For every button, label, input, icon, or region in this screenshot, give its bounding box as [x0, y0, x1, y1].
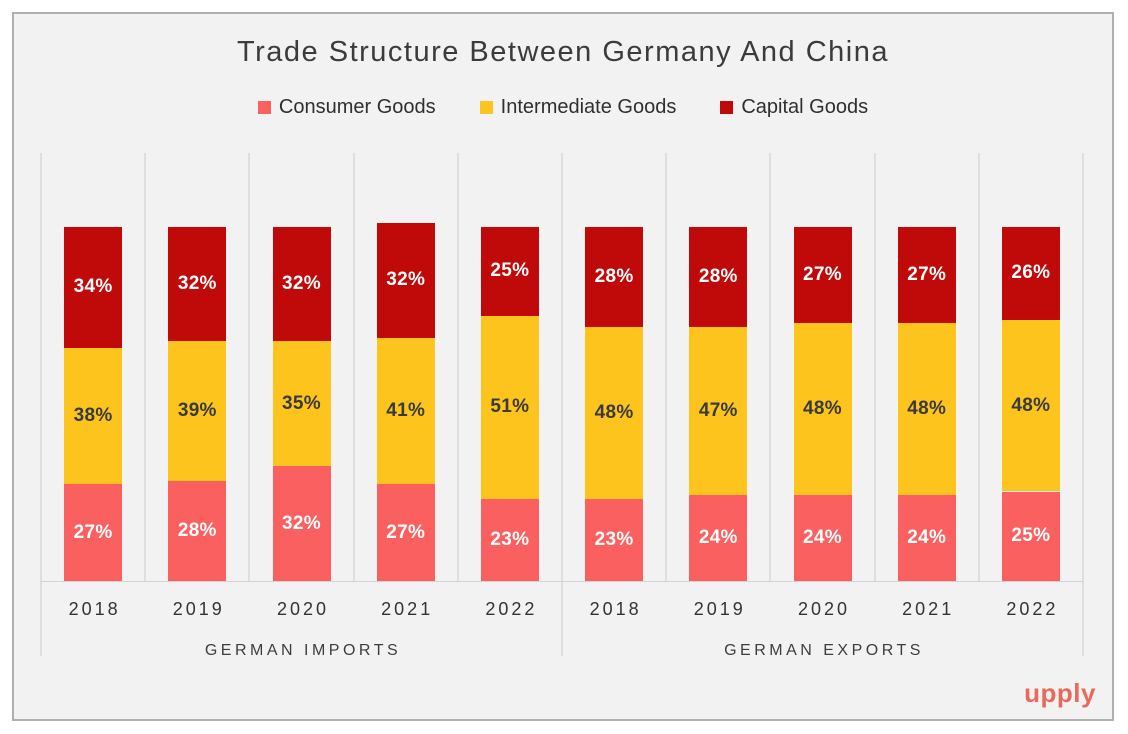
- segment-value-label: 28%: [594, 265, 634, 287]
- plot-area: 27% 38% 34% 2018 28% 39% 32% 2019 32% 35% 32% 2020 2…: [14, 14, 1112, 719]
- bar-segment: 24%: [793, 495, 852, 581]
- segment-value-label: 51%: [490, 396, 530, 418]
- bar-segment: 48%: [585, 326, 644, 499]
- segment-value-label: 32%: [386, 269, 426, 291]
- group-separator-line: [1082, 153, 1084, 656]
- segment-value-label: 47%: [698, 399, 738, 421]
- group-label-imports: GERMAN IMPORTS: [204, 642, 402, 659]
- legend-item-label: Capital Goods: [741, 96, 869, 118]
- bar-segment: 32%: [272, 226, 331, 342]
- group-separator-line: [40, 153, 42, 656]
- bar-segment: 32%: [272, 466, 331, 581]
- segment-value-label: 23%: [490, 528, 530, 550]
- column-gridline: [456, 153, 459, 581]
- segment-value-label: 35%: [282, 392, 321, 414]
- bar-segment: 34%: [64, 226, 123, 349]
- column-gridline: [769, 153, 772, 581]
- x-axis-label: 2018: [68, 599, 121, 619]
- x-axis-label: 2020: [276, 599, 330, 619]
- bar-segment: 24%: [897, 495, 956, 581]
- bar-segment: 32%: [376, 223, 435, 338]
- segment-value-label: 32%: [282, 272, 321, 294]
- segment-value-label: 32%: [177, 272, 217, 294]
- bar-segment: 28%: [585, 226, 644, 327]
- segment-value-label: 28%: [698, 265, 738, 287]
- x-axis-label: 2021: [902, 599, 955, 619]
- legend-item: Intermediate Goods: [479, 96, 677, 119]
- bar-segment: 32%: [168, 226, 227, 342]
- segment-value-label: 27%: [907, 263, 947, 285]
- bar-segment: 24%: [689, 495, 748, 581]
- x-axis-label: 2022: [485, 599, 538, 619]
- x-axis-label: 2022: [1006, 599, 1059, 619]
- bar-segment: 28%: [689, 226, 748, 327]
- segment-value-label: 26%: [1011, 262, 1051, 284]
- legend-item-label: Intermediate Goods: [500, 96, 677, 118]
- legend-swatch-icon: [720, 101, 734, 114]
- bar-segment: 48%: [793, 323, 852, 496]
- chart-title: Trade Structure Between Germany And Chin…: [236, 36, 889, 68]
- upply-logo: upply: [1024, 678, 1096, 708]
- segment-value-label: 48%: [803, 398, 842, 420]
- segment-value-label: 24%: [803, 527, 842, 549]
- legend-swatch-icon: [479, 101, 493, 114]
- segment-value-label: 24%: [907, 527, 947, 549]
- bar-segment: 48%: [897, 323, 956, 496]
- x-axis-label: 2021: [381, 599, 434, 619]
- x-axis-label: 2019: [172, 599, 225, 619]
- bar-segment: 23%: [585, 498, 644, 581]
- legend: Consumer Goods Intermediate Goods Capital …: [14, 96, 1112, 119]
- bar-segment: 27%: [793, 226, 852, 324]
- segment-value-label: 38%: [73, 405, 113, 427]
- segment-value-label: 39%: [177, 399, 217, 421]
- segment-value-label: 48%: [594, 401, 634, 423]
- bar-segment: 27%: [64, 484, 123, 581]
- segment-value-label: 25%: [490, 260, 530, 282]
- legend-swatch-icon: [257, 101, 271, 114]
- chart-panel: Trade Structure Between Germany And Chin…: [12, 12, 1114, 721]
- bar-segment: 28%: [168, 480, 227, 581]
- legend-item: Capital Goods: [720, 96, 868, 119]
- x-axis-label: 2018: [589, 599, 642, 619]
- bar-segment: 38%: [64, 348, 123, 485]
- column-gridline: [352, 153, 355, 581]
- segment-value-label: 34%: [73, 276, 113, 298]
- bar-segment: 35%: [272, 341, 331, 467]
- column-gridline: [665, 153, 668, 581]
- segment-value-label: 41%: [386, 399, 426, 421]
- bar-segment: 48%: [1001, 319, 1060, 492]
- bar-segment: 41%: [376, 337, 435, 485]
- segment-value-label: 48%: [1011, 394, 1051, 416]
- bar-segment: 25%: [1001, 491, 1060, 581]
- bar-segment: 27%: [376, 484, 435, 581]
- bar-segment: 27%: [897, 226, 956, 324]
- x-axis-label: 2019: [693, 599, 746, 619]
- group-label-exports: GERMAN EXPORTS: [724, 642, 924, 659]
- column-gridline: [144, 153, 147, 581]
- bar-segment: 47%: [689, 326, 748, 496]
- bar-segment: 23%: [480, 498, 539, 581]
- bar-segment: 25%: [480, 226, 539, 317]
- segment-value-label: 23%: [594, 528, 634, 550]
- segment-value-label: 27%: [386, 521, 426, 543]
- segment-value-label: 32%: [282, 512, 321, 534]
- bar-segment: 26%: [1001, 226, 1060, 320]
- group-separator-line: [561, 153, 563, 656]
- segment-value-label: 48%: [907, 398, 947, 420]
- segment-value-label: 28%: [177, 519, 217, 541]
- column-gridline: [873, 153, 876, 581]
- x-axis-line: [41, 581, 1083, 582]
- segment-value-label: 24%: [698, 527, 738, 549]
- column-gridline: [977, 153, 980, 581]
- segment-value-label: 27%: [73, 521, 113, 543]
- legend-item-label: Consumer Goods: [278, 96, 436, 118]
- bar-segment: 51%: [480, 316, 539, 499]
- segment-value-label: 27%: [803, 263, 842, 285]
- column-gridline: [248, 153, 251, 581]
- x-axis-label: 2020: [797, 599, 851, 619]
- segment-value-label: 25%: [1011, 525, 1051, 547]
- legend-item: Consumer Goods: [257, 96, 436, 119]
- bar-segment: 39%: [168, 341, 227, 481]
